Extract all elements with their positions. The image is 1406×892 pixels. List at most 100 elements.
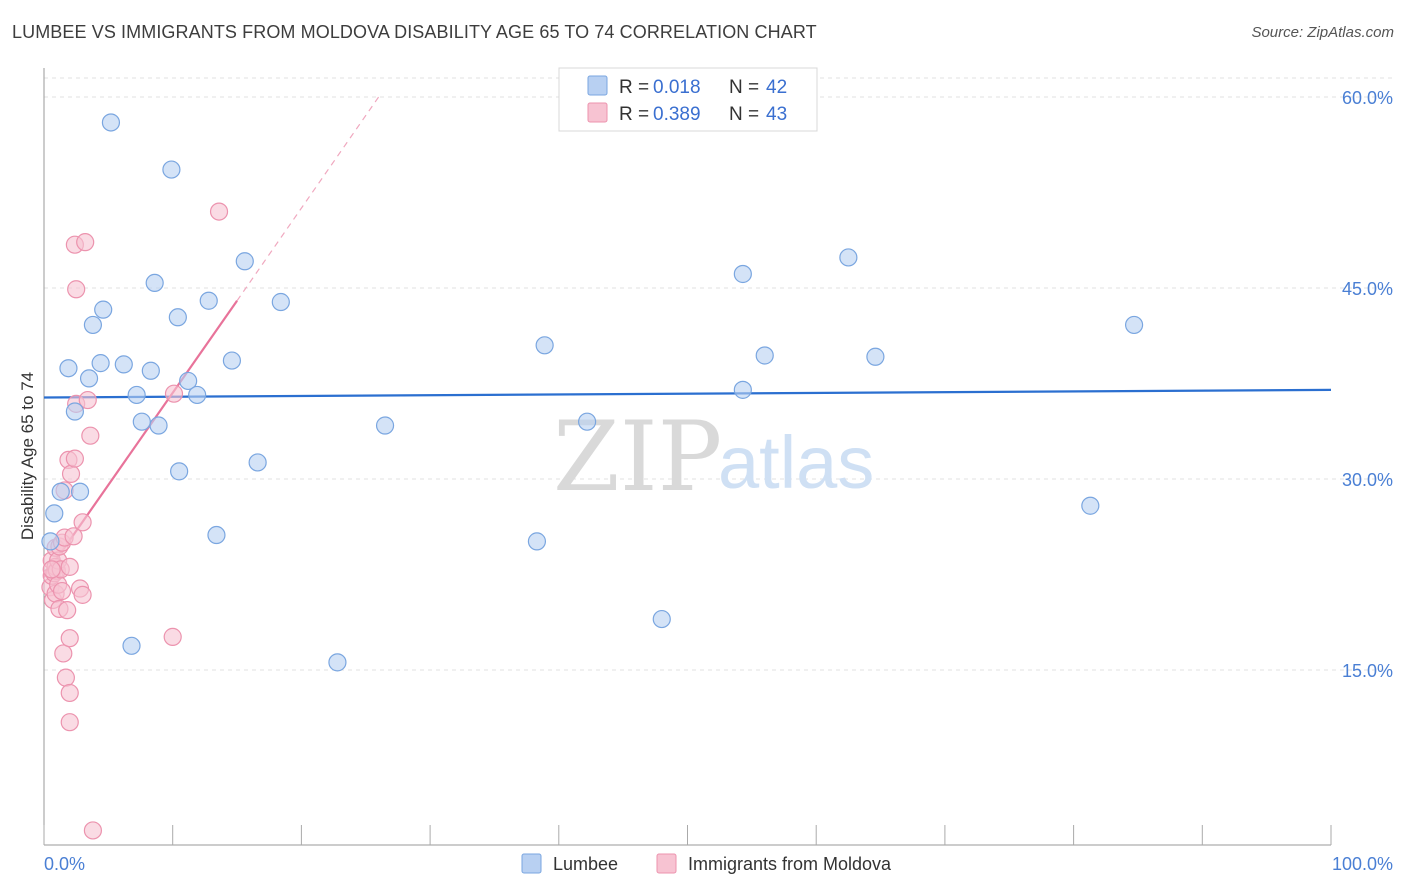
lumbee-point-11 <box>114 355 133 374</box>
moldova-point-35 <box>76 233 95 252</box>
legend-swatch-lumbee <box>587 75 608 96</box>
lumbee-point-27 <box>248 453 267 472</box>
lumbee-point-32 <box>535 336 554 355</box>
legend-bottom-swatch-moldova <box>656 853 677 874</box>
moldova-point-26 <box>61 464 81 484</box>
lumbee-point-19 <box>168 308 187 327</box>
axes <box>43 68 1332 846</box>
lumbee-point-24 <box>207 525 226 545</box>
lumbee-point-2 <box>51 482 70 501</box>
lumbee-point-28 <box>271 292 290 312</box>
legend-n-label-lumbee: N = <box>729 77 759 98</box>
lumbee-point-40 <box>1081 496 1100 515</box>
lumbee-point-0 <box>41 532 60 551</box>
points-moldova <box>41 202 229 840</box>
x-tick-label-min: 0.0% <box>44 854 85 874</box>
y-tick-label-1: 30.0% <box>1342 470 1393 490</box>
watermark: ZIP atlas <box>553 401 874 513</box>
lumbee-point-20 <box>170 462 189 481</box>
legend-bottom-label-moldova: Immigrants from Moldova <box>688 854 892 874</box>
legend-bottom-swatch-lumbee <box>521 853 542 874</box>
lumbee-point-31 <box>527 532 547 551</box>
moldova-point-14 <box>52 581 72 601</box>
moldova-point-33 <box>73 513 92 532</box>
moldova-point-22 <box>60 557 79 576</box>
moldova-point-16 <box>54 644 73 663</box>
lumbee-point-35 <box>733 264 752 284</box>
lumbee-point-41 <box>1124 315 1144 335</box>
lumbee-point-18 <box>162 160 181 179</box>
lumbee-point-29 <box>328 653 347 672</box>
chart-title: LUMBEE VS IMMIGRANTS FROM MOLDOVA DISABI… <box>12 22 817 42</box>
moldova-point-28 <box>65 449 84 468</box>
lumbee-point-21 <box>179 371 198 391</box>
lumbee-point-38 <box>839 248 858 267</box>
legend-r-value-moldova: 0.389 <box>653 104 701 125</box>
moldova-point-25 <box>60 713 79 732</box>
moldova-point-24 <box>60 629 79 648</box>
legend-bottom: Lumbee Immigrants from Moldova <box>521 853 892 874</box>
moldova-point-40 <box>163 627 182 646</box>
lumbee-point-13 <box>127 385 146 405</box>
legend-top: R = 0.018 N = 42 R = 0.389 N = 43 <box>558 67 818 132</box>
lumbee-point-37 <box>755 346 774 365</box>
moldova-point-23 <box>60 683 79 703</box>
lumbee-point-3 <box>59 359 78 378</box>
lumbee-point-26 <box>235 252 254 271</box>
gridlines <box>44 77 1393 671</box>
legend-swatch-moldova <box>587 102 608 123</box>
points-lumbee <box>41 113 1144 672</box>
lumbee-point-17 <box>149 416 168 435</box>
moldova-point-38 <box>83 821 103 840</box>
trend-line-moldova-extension <box>236 96 380 302</box>
x-ticks <box>43 825 1332 845</box>
legend-n-value-moldova: 43 <box>766 104 787 125</box>
y-tick-label-3: 60.0% <box>1342 88 1393 108</box>
lumbee-point-4 <box>65 402 84 421</box>
lumbee-point-23 <box>199 291 218 310</box>
y-tick-label-0: 15.0% <box>1342 661 1393 681</box>
lumbee-point-39 <box>866 347 885 366</box>
lumbee-point-5 <box>70 482 90 501</box>
lumbee-point-22 <box>188 385 207 405</box>
legend-r-label-moldova: R = <box>619 104 649 125</box>
lumbee-point-34 <box>652 609 671 629</box>
chart-source: Source: ZipAtlas.com <box>1251 24 1394 41</box>
x-tick-label-max: 100.0% <box>1332 854 1393 874</box>
lumbee-point-36 <box>733 380 752 399</box>
watermark-zip: ZIP <box>553 401 722 513</box>
y-axis-label: Disability Age 65 to 74 <box>18 372 37 540</box>
lumbee-point-10 <box>101 113 121 132</box>
lumbee-point-30 <box>375 416 395 435</box>
y-tick-labels: 15.0% 30.0% 45.0% 60.0% <box>1342 88 1393 681</box>
legend-r-label-lumbee: R = <box>619 77 649 98</box>
trend-line-lumbee <box>43 388 1332 399</box>
moldova-point-19 <box>56 668 75 687</box>
lumbee-point-7 <box>83 315 103 335</box>
lumbee-point-6 <box>79 369 99 388</box>
lumbee-point-25 <box>222 351 242 370</box>
lumbee-point-9 <box>94 300 113 319</box>
moldova-point-31 <box>67 280 86 299</box>
lumbee-point-14 <box>132 412 151 431</box>
lumbee-point-1 <box>45 504 64 523</box>
moldova-point-20 <box>58 601 77 620</box>
moldova-point-27 <box>64 527 83 546</box>
watermark-atlas: atlas <box>718 421 874 504</box>
lumbee-point-15 <box>141 361 160 380</box>
legend-bottom-label-lumbee: Lumbee <box>553 854 618 874</box>
moldova-point-42 <box>42 560 61 579</box>
legend-r-value-lumbee: 0.018 <box>653 77 701 98</box>
legend-n-value-lumbee: 42 <box>766 77 787 98</box>
moldova-point-41 <box>209 202 229 221</box>
moldova-point-34 <box>73 585 92 604</box>
moldova-point-39 <box>164 384 184 403</box>
lumbee-point-33 <box>578 412 597 431</box>
y-tick-label-2: 45.0% <box>1342 279 1393 299</box>
lumbee-point-12 <box>122 636 141 655</box>
legend-n-label-moldova: N = <box>729 104 759 125</box>
lumbee-point-8 <box>91 354 110 373</box>
moldova-point-36 <box>78 390 97 410</box>
moldova-point-37 <box>81 426 100 445</box>
